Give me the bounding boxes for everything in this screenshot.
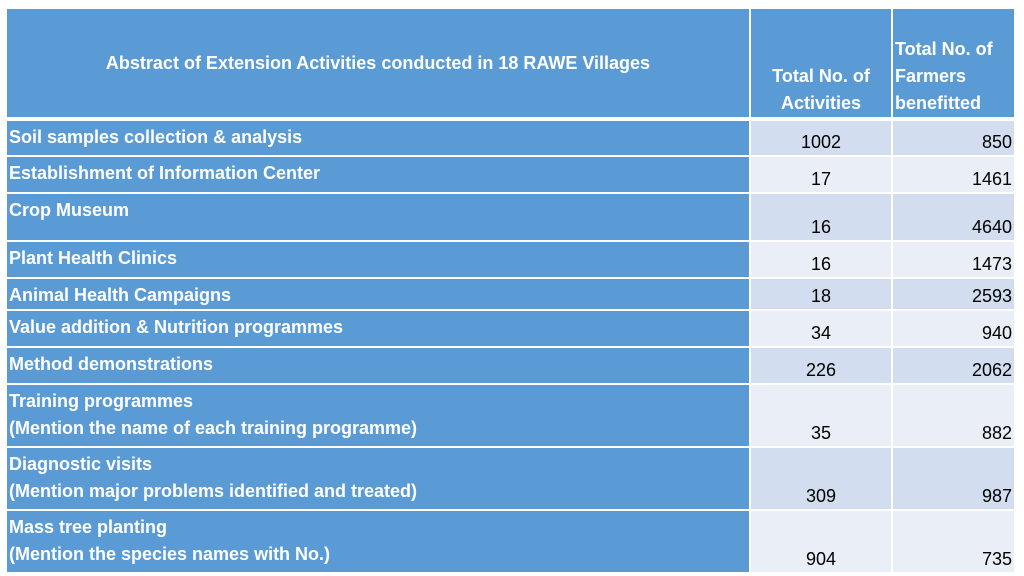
activities-count-cell: 309 — [749, 446, 893, 511]
activity-name-cell: Establishment of Information Center — [5, 155, 751, 194]
activity-name-cell: Animal Health Campaigns — [5, 277, 751, 311]
activity-name-line: Crop Museum — [9, 200, 130, 220]
activity-name-line: (Mention the name of each training progr… — [9, 418, 418, 438]
activities-header-line: Total No. of — [772, 66, 870, 86]
activity-name-cell: Plant Health Clinics — [5, 240, 751, 279]
activities-count-cell: 904 — [749, 509, 893, 574]
activity-name-cell: Mass tree planting (Mention the species n… — [5, 509, 751, 574]
farmers-count-cell: 4640 — [891, 192, 1016, 242]
activities-count-cell: 226 — [749, 346, 893, 385]
activity-name-line: Animal Health Campaigns — [9, 285, 232, 305]
table-row: Value addition & Nutrition programmes 34 9… — [5, 309, 1016, 348]
table-row: Establishment of Information Center 17 146… — [5, 155, 1016, 194]
farmers-count-cell: 2593 — [891, 277, 1016, 311]
farmers-count-cell: 1461 — [891, 155, 1016, 194]
farmers-column-header: Total No. of Farmers benefitted — [891, 7, 1016, 121]
table-row: Method demonstrations 226 2062 — [5, 346, 1016, 385]
activity-name-cell: Value addition & Nutrition programmes — [5, 309, 751, 348]
activities-count-cell: 16 — [749, 240, 893, 279]
farmers-count-cell: 1473 — [891, 240, 1016, 279]
table-row: Animal Health Campaigns 18 2593 — [5, 277, 1016, 311]
activity-name-line: (Mention the species names with No.) — [9, 544, 331, 564]
farmers-count-cell: 940 — [891, 309, 1016, 348]
activities-count-cell: 35 — [749, 383, 893, 448]
activities-column-header: Total No. of Activities — [749, 7, 893, 121]
farmers-header-line: Total No. of — [895, 39, 993, 59]
farmers-count-cell: 882 — [891, 383, 1016, 448]
farmers-count-cell: 2062 — [891, 346, 1016, 385]
activity-name-line: Method demonstrations — [9, 354, 214, 374]
activity-name-cell: Crop Museum — [5, 192, 751, 242]
extension-activities-table-container: Abstract of Extension Activities conduct… — [5, 7, 1016, 574]
table-row: Soil samples collection & analysis 1002 85… — [5, 118, 1016, 157]
table-row: Crop Museum 16 4640 — [5, 192, 1016, 242]
activity-name-line: Training programmes — [9, 391, 194, 411]
activities-count-cell: 34 — [749, 309, 893, 348]
activity-name-cell: Training programmes (Mention the name of … — [5, 383, 751, 448]
farmers-count-cell: 987 — [891, 446, 1016, 511]
activity-name-line: Mass tree planting — [9, 517, 168, 537]
activity-name-cell: Soil samples collection & analysis — [5, 118, 751, 157]
farmers-count-cell: 735 — [891, 509, 1016, 574]
farmers-header-line: benefitted — [895, 93, 982, 113]
activities-count-cell: 1002 — [749, 118, 893, 157]
activities-header-line: Activities — [780, 93, 862, 113]
farmers-header-line: Farmers — [895, 66, 967, 86]
activities-count-cell: 17 — [749, 155, 893, 194]
extension-activities-table: Abstract of Extension Activities conduct… — [5, 7, 1016, 574]
table-row: Diagnostic visits (Mention major problems… — [5, 446, 1016, 511]
table-row: Plant Health Clinics 16 1473 — [5, 240, 1016, 279]
activities-count-cell: 18 — [749, 277, 893, 311]
activity-name-line: (Mention major problems identified and t… — [9, 481, 418, 501]
activity-name-line: Establishment of Information Center — [9, 163, 321, 183]
activity-name-line: Diagnostic visits — [9, 454, 153, 474]
activity-name-cell: Diagnostic visits (Mention major problems… — [5, 446, 751, 511]
activity-name-line: Plant Health Clinics — [9, 248, 178, 268]
activity-name-line: Value addition & Nutrition programmes — [9, 317, 344, 337]
farmers-count-cell: 850 — [891, 118, 1016, 157]
activity-name-cell: Method demonstrations — [5, 346, 751, 385]
table-title: Abstract of Extension Activities conduct… — [5, 7, 751, 121]
table-row: Training programmes (Mention the name of … — [5, 383, 1016, 448]
activity-name-line: Soil samples collection & analysis — [9, 127, 303, 147]
table-header-row: Abstract of Extension Activities conduct… — [5, 7, 1016, 121]
table-row: Mass tree planting (Mention the species n… — [5, 509, 1016, 574]
activities-count-cell: 16 — [749, 192, 893, 242]
